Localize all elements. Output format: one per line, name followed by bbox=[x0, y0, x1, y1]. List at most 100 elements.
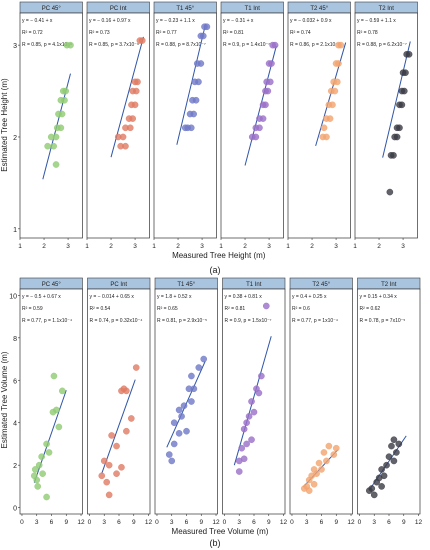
regression-equation: y = − 0.16 + 0.97 x bbox=[89, 18, 131, 24]
data-point bbox=[332, 444, 340, 452]
r-squared-label: R² = 0.73 bbox=[89, 30, 110, 36]
data-point bbox=[259, 115, 267, 122]
data-point bbox=[108, 432, 115, 439]
data-point bbox=[31, 466, 39, 473]
x-axis-label: Measured Tree Height (m) bbox=[172, 251, 266, 260]
x-tick-label: 3 bbox=[133, 243, 137, 250]
data-point bbox=[256, 124, 263, 132]
data-point bbox=[405, 51, 413, 58]
regression-equation: y = − 0.032 + 0.9 x bbox=[290, 18, 332, 24]
x-tick-label: 3 bbox=[66, 243, 70, 250]
x-tick-label: 1 bbox=[353, 243, 357, 250]
regression-equation: y = − 0.41 + x bbox=[22, 18, 53, 24]
facet-strip-label: PC Int bbox=[110, 282, 127, 288]
data-point bbox=[393, 133, 401, 141]
data-point bbox=[50, 142, 57, 150]
data-point bbox=[50, 372, 58, 380]
correlation-label: R = 0.74, p = 0.32x10⁻⁴ bbox=[90, 318, 143, 324]
correlation-label: R = 0.78, p = 7x10⁻⁵ bbox=[360, 318, 406, 324]
x-axis-label: Measured Tree Volume (m) bbox=[172, 527, 269, 536]
data-point bbox=[129, 115, 136, 122]
regression-equation: y = − 0.5 + 0.67 x bbox=[22, 294, 61, 300]
data-point bbox=[370, 491, 378, 499]
data-point bbox=[98, 472, 106, 480]
data-point bbox=[33, 476, 41, 484]
facet-panel: T2 45° y = 0.4 + 0.25 x R² = 0.6 R = 0.77, … bbox=[289, 277, 355, 526]
data-point bbox=[165, 451, 173, 458]
data-point bbox=[38, 453, 45, 460]
facet-plot-area bbox=[86, 12, 150, 239]
data-point bbox=[383, 461, 390, 469]
data-point bbox=[255, 389, 263, 397]
data-point bbox=[58, 110, 66, 118]
data-point bbox=[103, 478, 110, 486]
x-tick-label: 12 bbox=[347, 519, 355, 526]
facet-panel: PC 45° y = − 0.41 + x R² = 0.72 R = 0.85, p… bbox=[18, 1, 83, 250]
data-point bbox=[268, 60, 275, 67]
data-point bbox=[325, 442, 333, 450]
data-point bbox=[337, 41, 345, 49]
data-point bbox=[195, 78, 202, 86]
facet-strip-label: T2 Int bbox=[379, 6, 395, 12]
data-point bbox=[105, 461, 113, 469]
data-point bbox=[190, 110, 197, 118]
fit-line bbox=[382, 41, 411, 158]
data-point bbox=[393, 449, 400, 456]
data-point bbox=[243, 440, 250, 448]
x-tick-label: 9 bbox=[402, 519, 406, 526]
data-point bbox=[335, 60, 342, 67]
regression-equation: y = 1.8 + 0.52 x bbox=[157, 294, 192, 300]
x-tick-label: 3 bbox=[305, 519, 309, 526]
x-tick-label: 1 bbox=[286, 243, 290, 250]
data-point bbox=[395, 440, 403, 448]
fit-line bbox=[101, 379, 136, 474]
x-tick-label: 3 bbox=[35, 519, 39, 526]
regression-equation: y = 0.15 + 0.34 x bbox=[360, 294, 398, 300]
data-point bbox=[113, 442, 120, 450]
correlation-label: R = 0.9, p = 1.5x10⁻⁷ bbox=[225, 318, 272, 324]
data-point bbox=[178, 413, 185, 420]
x-tick-label: 6 bbox=[320, 519, 324, 526]
data-point bbox=[245, 413, 253, 420]
data-point bbox=[388, 442, 395, 450]
data-point bbox=[240, 455, 248, 463]
correlation-label: R = 0.77, p = 1.1x10⁻⁴ bbox=[22, 318, 72, 324]
data-point bbox=[122, 142, 129, 150]
x-tick-label: 12 bbox=[77, 519, 85, 526]
data-point bbox=[192, 96, 200, 104]
data-point bbox=[43, 440, 50, 448]
correlation-label: R = 0.85, p = 3.7x10⁻⁶ bbox=[89, 42, 139, 48]
facet-strip-label: PC Int bbox=[110, 6, 127, 12]
facet-plot-area bbox=[289, 288, 353, 515]
x-tick-label: 3 bbox=[401, 243, 405, 250]
data-point bbox=[315, 459, 323, 467]
x-tick-label: 9 bbox=[334, 519, 338, 526]
data-point bbox=[330, 451, 338, 458]
data-point bbox=[199, 32, 207, 40]
data-point bbox=[127, 415, 135, 422]
data-point bbox=[200, 355, 208, 363]
data-point bbox=[390, 152, 397, 159]
facet-panel: T1 45° y = 1.8 + 0.52 x R² = 0.65 R = 0.81,… bbox=[154, 277, 220, 526]
y-axis-label: Estimated Tree Height (m) bbox=[0, 78, 9, 172]
data-point bbox=[310, 480, 318, 488]
data-point bbox=[59, 387, 66, 395]
x-tick-label: 0 bbox=[223, 519, 227, 526]
data-point bbox=[105, 491, 113, 499]
data-point bbox=[44, 142, 51, 150]
y-tick-label: 2 bbox=[13, 135, 17, 142]
x-tick-label: 1 bbox=[219, 243, 223, 250]
r-squared-label: R² = 0.81 bbox=[223, 30, 244, 36]
facet-panel: T2 45° y = − 0.032 + 0.9 x R² = 0.74 R = 0.… bbox=[286, 1, 351, 250]
data-point bbox=[235, 468, 243, 475]
data-point bbox=[323, 457, 330, 465]
correlation-label: R = 0.86, p = 2.1x10⁻⁶ bbox=[290, 42, 340, 48]
data-point bbox=[175, 430, 183, 437]
y-tick-label: 6 bbox=[13, 378, 17, 385]
facet-plot-area bbox=[357, 288, 421, 515]
x-tick-label: 9 bbox=[199, 519, 203, 526]
facet-strip-label: T2 45° bbox=[312, 282, 330, 288]
regression-equation: y = − 0.31 + x bbox=[223, 18, 254, 24]
data-point bbox=[197, 60, 205, 67]
